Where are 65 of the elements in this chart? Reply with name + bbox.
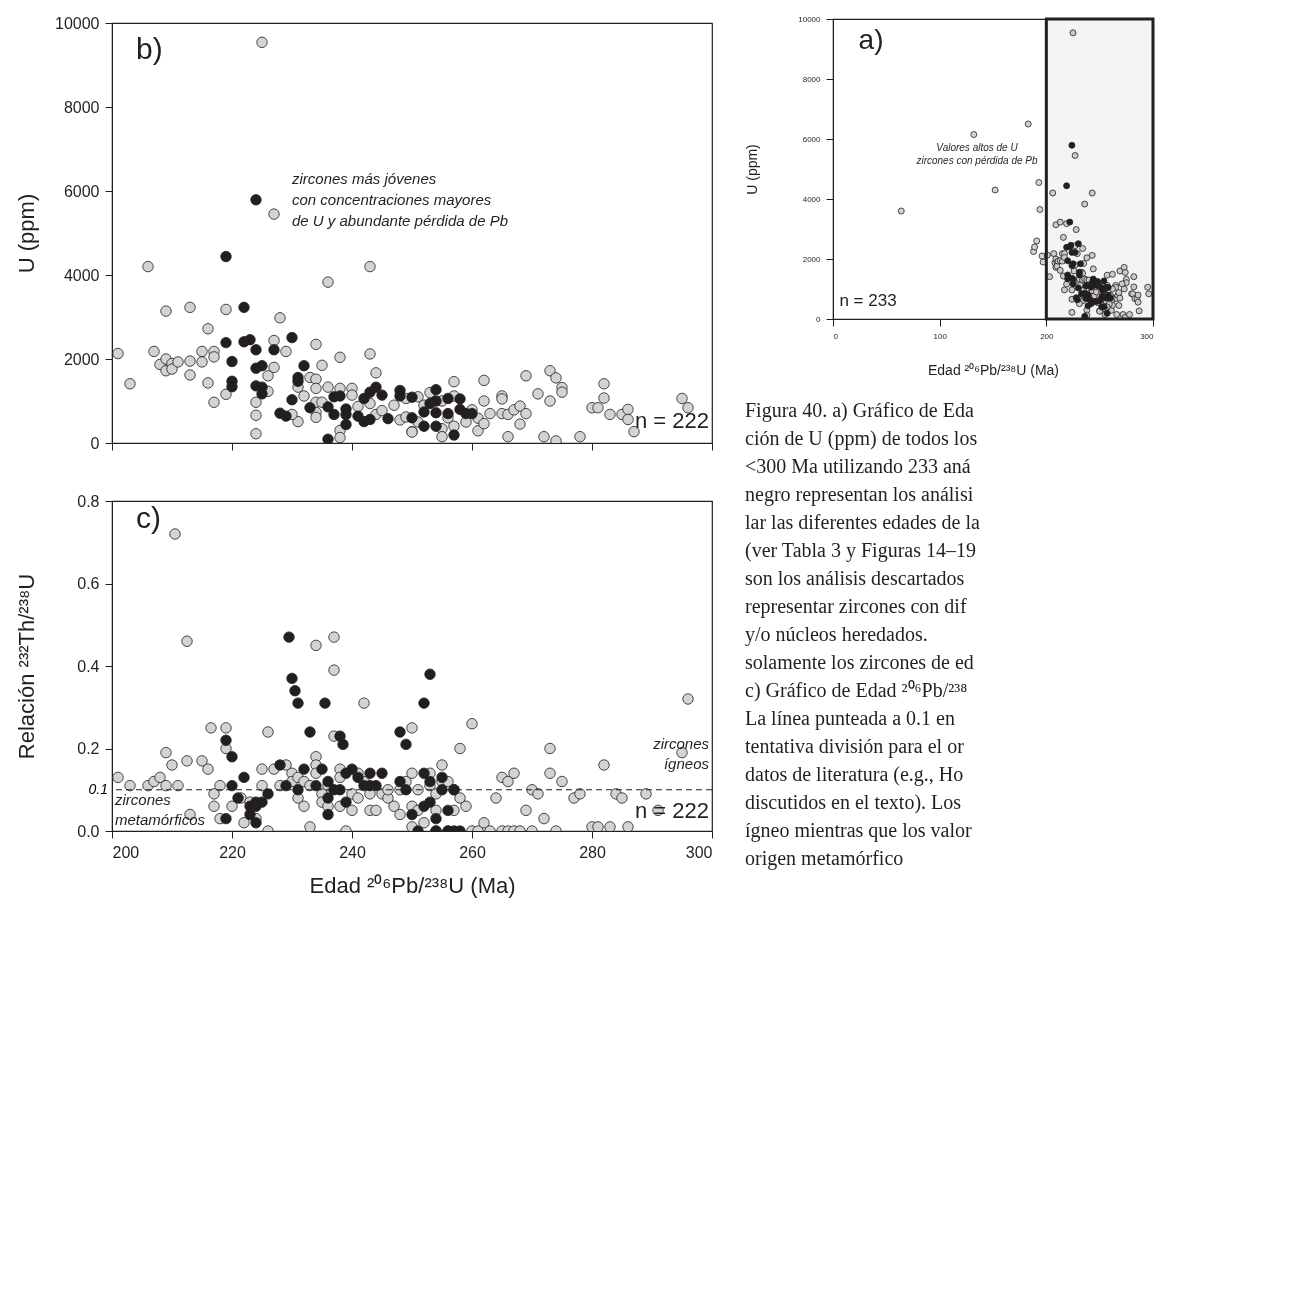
x-tick-label: 100 (933, 331, 948, 341)
text: (ver Tabla 3 y Figuras 14–19 (745, 539, 976, 562)
text: representar zircones con dif (745, 595, 967, 618)
x-axis-title: Edad ²⁰⁶Pb/²³⁸U (Ma) (927, 361, 1060, 378)
annotation: b) (136, 32, 163, 65)
x-tick-label: 300 (1140, 331, 1155, 341)
text: y/o núcleos heredados. (745, 623, 928, 646)
y-tick-label: 6000 (802, 134, 822, 144)
y-tick-label: 0.0 (77, 822, 100, 840)
y-tick-label: 0.6 (77, 575, 100, 592)
annotation: n = 222 (634, 797, 709, 823)
text: datos de literatura (e.g., Ho (745, 763, 964, 786)
text: c) Gráfico de Edad ²⁰⁶Pb/²³⁸ (745, 679, 968, 702)
x-tick-label: 220 (219, 843, 246, 861)
annotation: metamórficos (115, 810, 206, 828)
y-tick-label: 10000 (798, 14, 822, 24)
text: tentativa división para el or (745, 735, 965, 758)
annotation: a) (858, 24, 884, 55)
y-tick-label: 0 (816, 314, 822, 324)
annotation: n = 222 (634, 407, 709, 433)
annotation: con concentraciones mayores (292, 190, 492, 208)
y-tick-label: 8000 (63, 98, 100, 116)
text: lar las diferentes edades de la (745, 511, 981, 533)
x-tick-label: 200 (112, 843, 140, 861)
annotation: Valores altos de U (936, 141, 1019, 153)
text: negro representan los análisi (745, 483, 974, 506)
y-tick-label: 4000 (802, 194, 822, 204)
y-axis-title: U (ppm) (743, 144, 760, 195)
annotation: c) (136, 501, 161, 534)
x-tick-label: 300 (685, 843, 713, 861)
text: discutidos en el texto). Los (745, 791, 962, 814)
annotation: zircones (114, 790, 172, 808)
x-axis-title: Edad ²⁰⁶Pb/²³⁸U (Ma) (309, 872, 516, 898)
ref-line-label: 0.1 (88, 780, 108, 797)
x-tick-label: 200 (1040, 331, 1055, 341)
annotation: n = 233 (839, 291, 897, 310)
y-axis-title: U (ppm) (13, 193, 39, 274)
annotation: ígneos (663, 754, 710, 772)
text: Figura 40. a) Gráfico de Eda (745, 399, 974, 422)
text: solamente los zircones de ed (745, 651, 974, 673)
y-tick-label: 0.2 (77, 740, 100, 757)
y-tick-label: 10000 (55, 14, 100, 32)
y-tick-label: 4000 (63, 266, 100, 284)
text: <300 Ma utilizando 233 aná (745, 455, 971, 477)
text: ígneo mientras que los valor (745, 819, 972, 842)
x-tick-label: 260 (459, 843, 486, 861)
text: ción de U (ppm) de todos los (745, 427, 978, 450)
y-tick-label: 8000 (802, 74, 822, 84)
y-axis-title: Relación ²³²Th/²³⁸U (13, 573, 39, 760)
text: La línea punteada a 0.1 en (745, 707, 955, 730)
text: son los análisis descartados (745, 567, 965, 589)
y-tick-label: 2000 (63, 350, 100, 368)
text: origen metamórfico (745, 847, 904, 870)
x-tick-label: 0 (833, 331, 839, 341)
y-tick-label: 0 (90, 434, 100, 452)
x-tick-label: 280 (579, 843, 606, 861)
y-tick-label: 0.8 (77, 492, 100, 510)
x-tick-label: 240 (339, 843, 366, 861)
annotation: zircones (652, 734, 710, 752)
annotation: zircones con pérdida de Pb (915, 155, 1039, 166)
annotation: de U y abundante pérdida de Pb (292, 211, 508, 229)
y-tick-label: 6000 (63, 182, 100, 200)
y-tick-label: 2000 (802, 254, 822, 264)
annotation: zircones más jóvenes (291, 169, 437, 187)
y-tick-label: 0.4 (77, 657, 100, 675)
